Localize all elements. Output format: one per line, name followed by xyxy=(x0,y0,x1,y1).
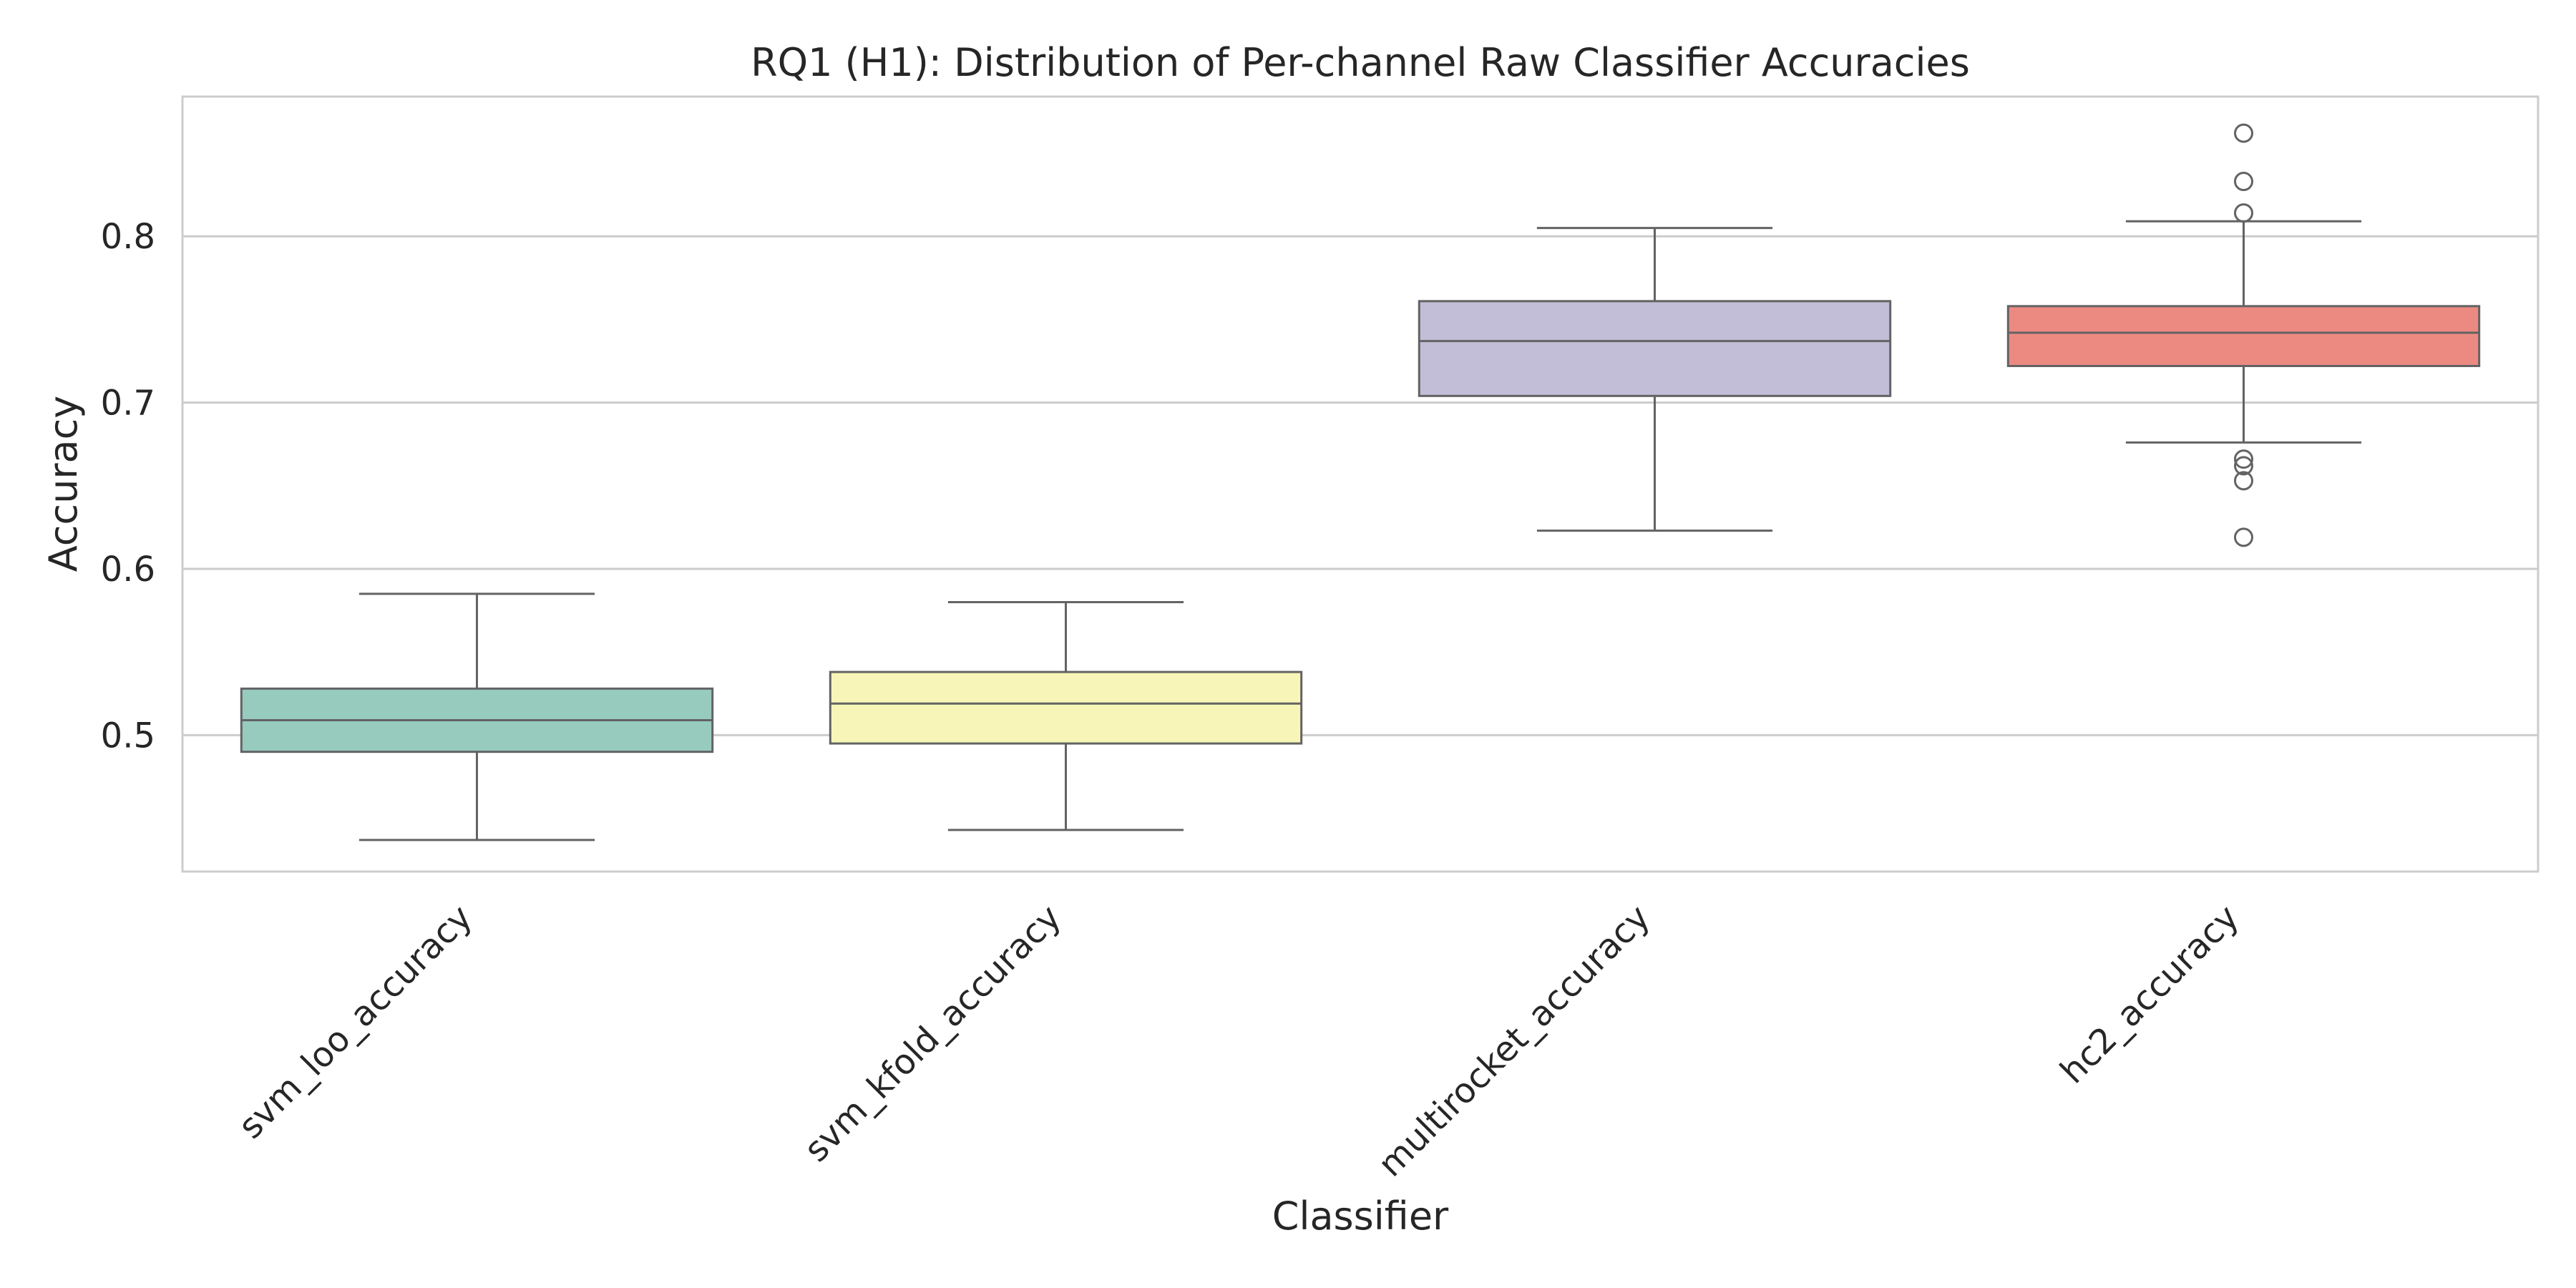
box-svm_loo_accuracy xyxy=(240,592,714,841)
outlier-point xyxy=(2234,172,2253,192)
box-svm_kfold_accuracy xyxy=(829,601,1303,831)
box-hc2_accuracy xyxy=(2006,123,2481,547)
interquartile-box xyxy=(2006,305,2481,367)
y-tick-labels: 0.5 0.6 0.7 0.8 xyxy=(101,217,155,756)
outlier-point xyxy=(2234,471,2253,491)
grid-lines xyxy=(182,235,2538,736)
x-axis-label: Classifier xyxy=(1272,1194,1449,1239)
box-plot-series xyxy=(240,123,2481,841)
y-tick-label: 0.5 xyxy=(101,716,155,756)
interquartile-box xyxy=(1418,300,1892,397)
box-multirocket_accuracy xyxy=(1418,227,1892,532)
outlier-point xyxy=(2234,123,2253,143)
y-axis-label: Accuracy xyxy=(41,396,86,572)
y-tick-label: 0.6 xyxy=(101,550,155,590)
outlier-point xyxy=(2234,527,2253,547)
outlier-point xyxy=(2234,203,2253,223)
chart-title: RQ1 (H1): Distribution of Per-channel Ra… xyxy=(751,40,1970,85)
plot-frame xyxy=(181,95,2540,873)
outlier-point xyxy=(2234,449,2253,469)
interquartile-box xyxy=(829,670,1303,745)
y-tick-label: 0.8 xyxy=(101,217,155,257)
y-tick-label: 0.7 xyxy=(101,384,155,424)
outlier-point xyxy=(2234,456,2253,476)
